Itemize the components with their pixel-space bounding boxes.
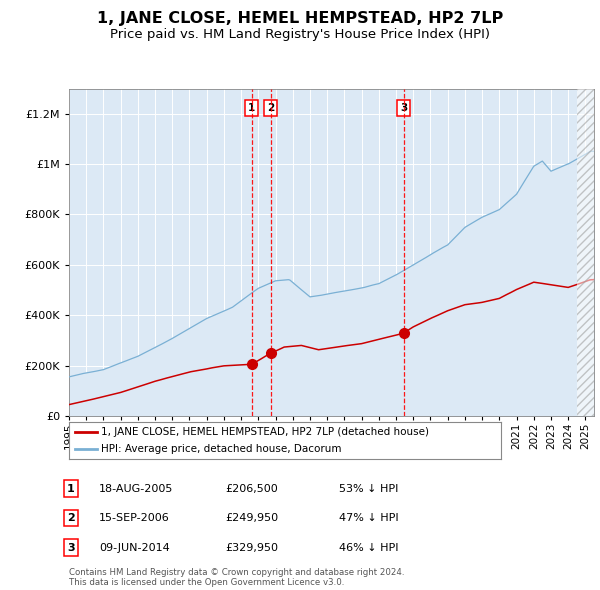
Text: 1, JANE CLOSE, HEMEL HEMPSTEAD, HP2 7LP: 1, JANE CLOSE, HEMEL HEMPSTEAD, HP2 7LP xyxy=(97,11,503,25)
Text: Contains HM Land Registry data © Crown copyright and database right 2024.
This d: Contains HM Land Registry data © Crown c… xyxy=(69,568,404,587)
Text: 2: 2 xyxy=(267,103,274,113)
Text: 18-AUG-2005: 18-AUG-2005 xyxy=(99,484,173,493)
Text: £329,950: £329,950 xyxy=(225,543,278,552)
Text: Price paid vs. HM Land Registry's House Price Index (HPI): Price paid vs. HM Land Registry's House … xyxy=(110,28,490,41)
Text: 46% ↓ HPI: 46% ↓ HPI xyxy=(339,543,398,552)
Text: 1: 1 xyxy=(248,103,256,113)
Text: 1, JANE CLOSE, HEMEL HEMPSTEAD, HP2 7LP (detached house): 1, JANE CLOSE, HEMEL HEMPSTEAD, HP2 7LP … xyxy=(101,427,430,437)
Text: 3: 3 xyxy=(67,543,74,552)
Text: £206,500: £206,500 xyxy=(225,484,278,493)
Text: HPI: Average price, detached house, Dacorum: HPI: Average price, detached house, Daco… xyxy=(101,444,342,454)
Text: £249,950: £249,950 xyxy=(225,513,278,523)
Text: 53% ↓ HPI: 53% ↓ HPI xyxy=(339,484,398,493)
Bar xyxy=(577,88,600,416)
Text: 15-SEP-2006: 15-SEP-2006 xyxy=(99,513,170,523)
Text: 3: 3 xyxy=(400,103,407,113)
Text: 47% ↓ HPI: 47% ↓ HPI xyxy=(339,513,398,523)
Text: 09-JUN-2014: 09-JUN-2014 xyxy=(99,543,170,552)
Text: 1: 1 xyxy=(67,484,74,493)
Text: 2: 2 xyxy=(67,513,74,523)
